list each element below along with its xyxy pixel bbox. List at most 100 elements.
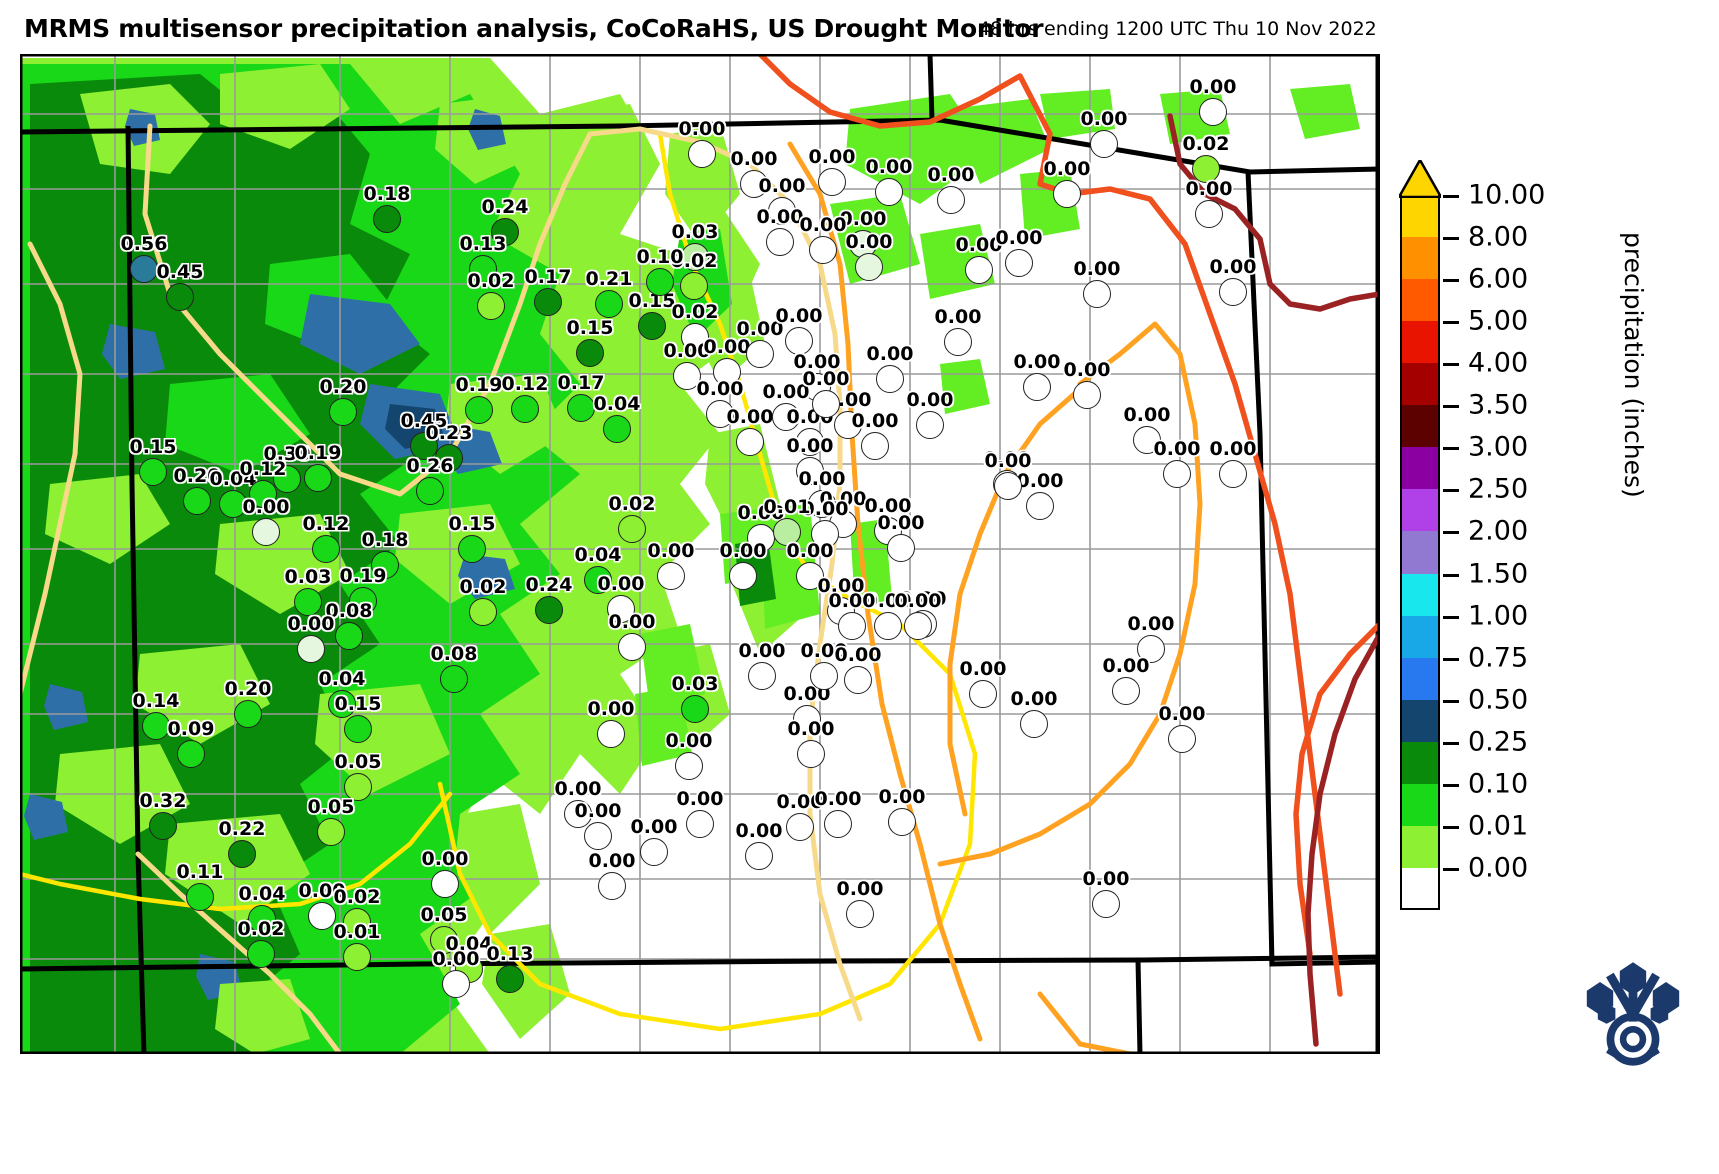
station-dot — [435, 444, 463, 472]
station-value-label: 0.02 — [459, 576, 507, 598]
station-value-label: 0.19 — [294, 442, 342, 464]
colorbar-tick-label: 1.00 — [1468, 600, 1529, 632]
station-dot — [149, 812, 177, 840]
station-value-label: 0.12 — [501, 373, 549, 395]
station-value-label: 0.00 — [696, 378, 744, 400]
station-dot — [273, 465, 301, 493]
station-dot — [477, 292, 505, 320]
station-value-label: 0.00 — [298, 880, 346, 902]
station-value-label: 0.00 — [738, 640, 786, 662]
station-dot — [768, 197, 796, 225]
station-dot — [442, 970, 470, 998]
colorbar-tick-label: 4.00 — [1468, 347, 1529, 379]
station-dot — [640, 838, 668, 866]
colorbar-segment — [1400, 531, 1440, 575]
county-boundaries — [20, 54, 1380, 1054]
station-value-label: 0.00 — [1043, 158, 1091, 180]
station-value-label: 0.08 — [325, 600, 373, 622]
station-value-label: 0.15 — [334, 693, 382, 715]
colorbar-tick-label: 3.50 — [1468, 389, 1529, 421]
station-value-label: 0.15 — [566, 317, 614, 339]
colorbar-segment — [1400, 195, 1440, 238]
station-dot — [567, 394, 595, 422]
station-value-label: 0.00 — [828, 590, 876, 612]
station-dot — [312, 535, 340, 563]
station-dot — [373, 205, 401, 233]
station-dot — [796, 457, 824, 485]
station-value-label: 0.00 — [1016, 470, 1064, 492]
station-dot — [681, 243, 709, 271]
station-dot — [786, 813, 814, 841]
station-dot — [228, 840, 256, 868]
colorbar-segment — [1400, 321, 1440, 364]
station-dot — [796, 562, 824, 590]
station-dot — [808, 490, 836, 518]
station-dot — [937, 186, 965, 214]
colorbar-tick-label: 3.00 — [1468, 431, 1529, 463]
station-value-label: 0.03 — [671, 673, 719, 695]
station-value-label: 0.00 — [864, 495, 912, 517]
station-dot — [675, 752, 703, 780]
station-dot — [785, 327, 813, 355]
colorbar-segment — [1400, 657, 1440, 701]
station-value-label: 0.00 — [793, 351, 841, 373]
station-value-label: 0.00 — [775, 305, 823, 327]
station-dot — [598, 872, 626, 900]
station-value-label: 0.20 — [319, 376, 367, 398]
station-value-label: 0.00 — [242, 496, 290, 518]
colorbar-tick — [1443, 237, 1459, 241]
precipitation-map[interactable]: 0.00 0.00 0.02 0.00 0.00 0.00 0.00 0.00 0.00 0.00… — [20, 54, 1380, 1054]
station-value-label: 0.00 — [737, 502, 785, 524]
station-dot — [597, 720, 625, 748]
station-value-label: 0.12 — [302, 513, 350, 535]
colorbar-segment — [1400, 279, 1440, 322]
station-value-label: 0.00 — [587, 698, 635, 720]
station-dot — [844, 666, 872, 694]
station-value-label: 0.13 — [459, 233, 507, 255]
station-dot — [736, 428, 764, 456]
drought-contours — [20, 54, 1380, 1054]
station-dot — [308, 902, 336, 930]
colorbar-tick-label: 6.00 — [1468, 263, 1529, 295]
station-dot — [618, 633, 646, 661]
station-dot — [317, 818, 345, 846]
station-value-label: 0.00 — [736, 318, 784, 340]
station-dot — [618, 515, 646, 543]
station-value-label: 0.00 — [786, 540, 834, 562]
station-value-label: 0.00 — [808, 146, 856, 168]
station-value-label: 0.00 — [663, 340, 711, 362]
station-value-label: 0.00 — [787, 718, 835, 740]
station-value-label: 0.00 — [786, 435, 834, 457]
chart-header: MRMS multisensor precipitation analysis,… — [0, 0, 1719, 52]
station-dot — [469, 255, 497, 283]
station-dot — [294, 588, 322, 616]
station-value-label: 0.32 — [139, 790, 187, 812]
station-value-label: 0.00 — [554, 778, 602, 800]
station-dot — [469, 598, 497, 626]
station-value-label: 0.00 — [1185, 178, 1233, 200]
station-dot — [534, 288, 562, 316]
station-dot — [603, 415, 631, 443]
station-value-label: 0.24 — [481, 196, 529, 218]
station-dot — [706, 400, 734, 428]
station-value-label: 0.01 — [763, 496, 811, 518]
station-value-label: 0.04 — [593, 393, 641, 415]
station-dot — [431, 870, 459, 898]
station-dot — [564, 800, 592, 828]
colorbar-tick — [1443, 195, 1459, 198]
station-dot — [646, 268, 674, 296]
station-dot — [772, 403, 800, 431]
station-dot — [1005, 249, 1033, 277]
station-value-label: 0.00 — [1153, 438, 1201, 460]
station-dot — [344, 773, 372, 801]
station-dot — [740, 170, 768, 198]
station-dot — [1199, 98, 1227, 126]
station-value-label: 0.00 — [959, 658, 1007, 680]
station-dot — [595, 290, 623, 318]
colorbar-tick-label: 10.00 — [1468, 179, 1546, 211]
station-dot — [729, 562, 757, 590]
colorbar-segment — [1400, 741, 1440, 785]
station-dot — [809, 236, 837, 264]
station-value-label: 0.00 — [839, 208, 887, 230]
station-value-label: 0.00 — [906, 389, 954, 411]
